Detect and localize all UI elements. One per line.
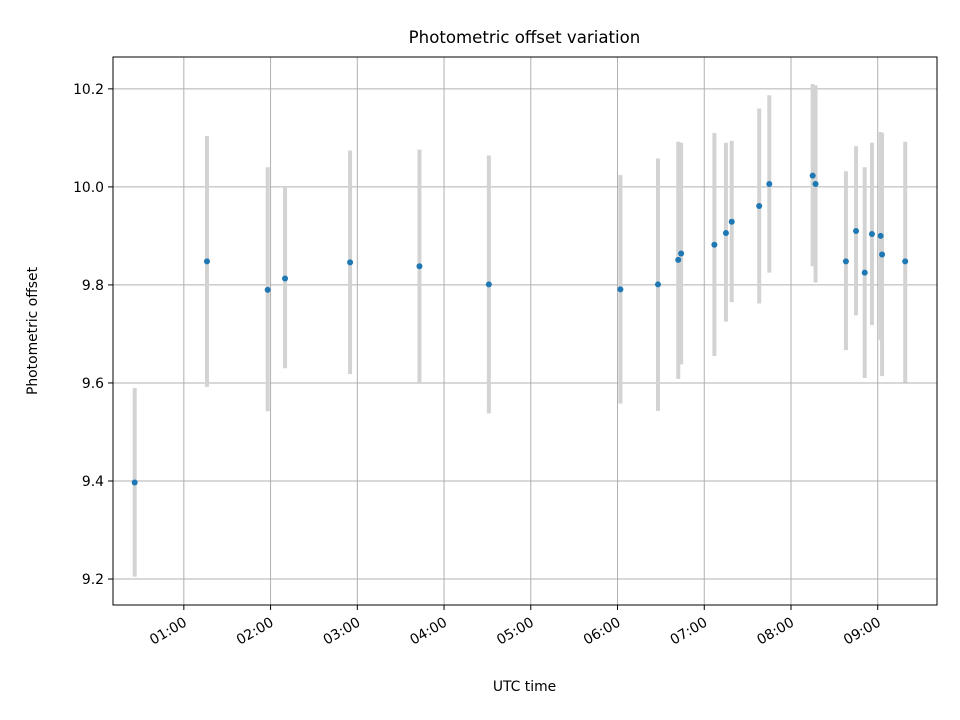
data-point (711, 241, 718, 248)
data-point (203, 258, 210, 265)
data-point (809, 172, 816, 179)
x-axis-label: UTC time (493, 679, 556, 695)
data-point (131, 479, 138, 486)
data-point (264, 286, 271, 293)
y-axis-label: Photometric offset (25, 266, 41, 395)
y-tick-label: 9.4 (82, 474, 104, 490)
data-point (902, 258, 909, 265)
data-point (756, 203, 763, 210)
data-point (347, 259, 354, 266)
data-point (868, 230, 875, 237)
data-point (728, 218, 735, 225)
x-tick-label: 08:00 (754, 615, 797, 649)
data-point (416, 263, 423, 270)
chart-title: Photometric offset variation (409, 28, 641, 47)
plot-frame (112, 56, 938, 606)
data-point (675, 256, 682, 263)
data-point (877, 232, 884, 239)
error-bars (132, 83, 908, 577)
x-tick-label: 03:00 (321, 615, 364, 649)
x-tick-label: 06:00 (581, 615, 624, 649)
x-tick-label: 02:00 (234, 615, 277, 649)
data-point (485, 281, 492, 288)
x-tick-label: 01:00 (147, 615, 190, 649)
data-point (678, 250, 685, 257)
x-tick-label: 07:00 (668, 615, 711, 649)
y-tick-label: 10.0 (73, 180, 104, 196)
data-point (842, 258, 849, 265)
y-tick-label: 9.6 (82, 376, 104, 392)
data-point (861, 269, 868, 276)
y-tick-label: 9.8 (82, 278, 104, 294)
y-axis-ticks: 9.2 9.4 9.6 9.8 10.0 10.2 (73, 82, 113, 588)
y-tick-label: 10.2 (73, 82, 104, 98)
data-point (879, 251, 886, 258)
data-point (722, 229, 729, 236)
data-point (282, 275, 289, 282)
data-point (853, 228, 860, 235)
x-axis-ticks: 01:00 02:00 03:00 04:00 05:00 06:00 07:00 08:00… (147, 605, 884, 648)
data-point (766, 180, 773, 187)
data-points (131, 172, 909, 486)
data-point (812, 180, 819, 187)
x-tick-label: 04:00 (407, 615, 450, 649)
x-tick-label: 05:00 (494, 615, 537, 649)
y-tick-label: 9.2 (82, 572, 104, 588)
data-point (654, 281, 661, 288)
x-tick-label: 09:00 (841, 615, 884, 649)
grid (113, 57, 937, 605)
data-point (617, 286, 624, 293)
